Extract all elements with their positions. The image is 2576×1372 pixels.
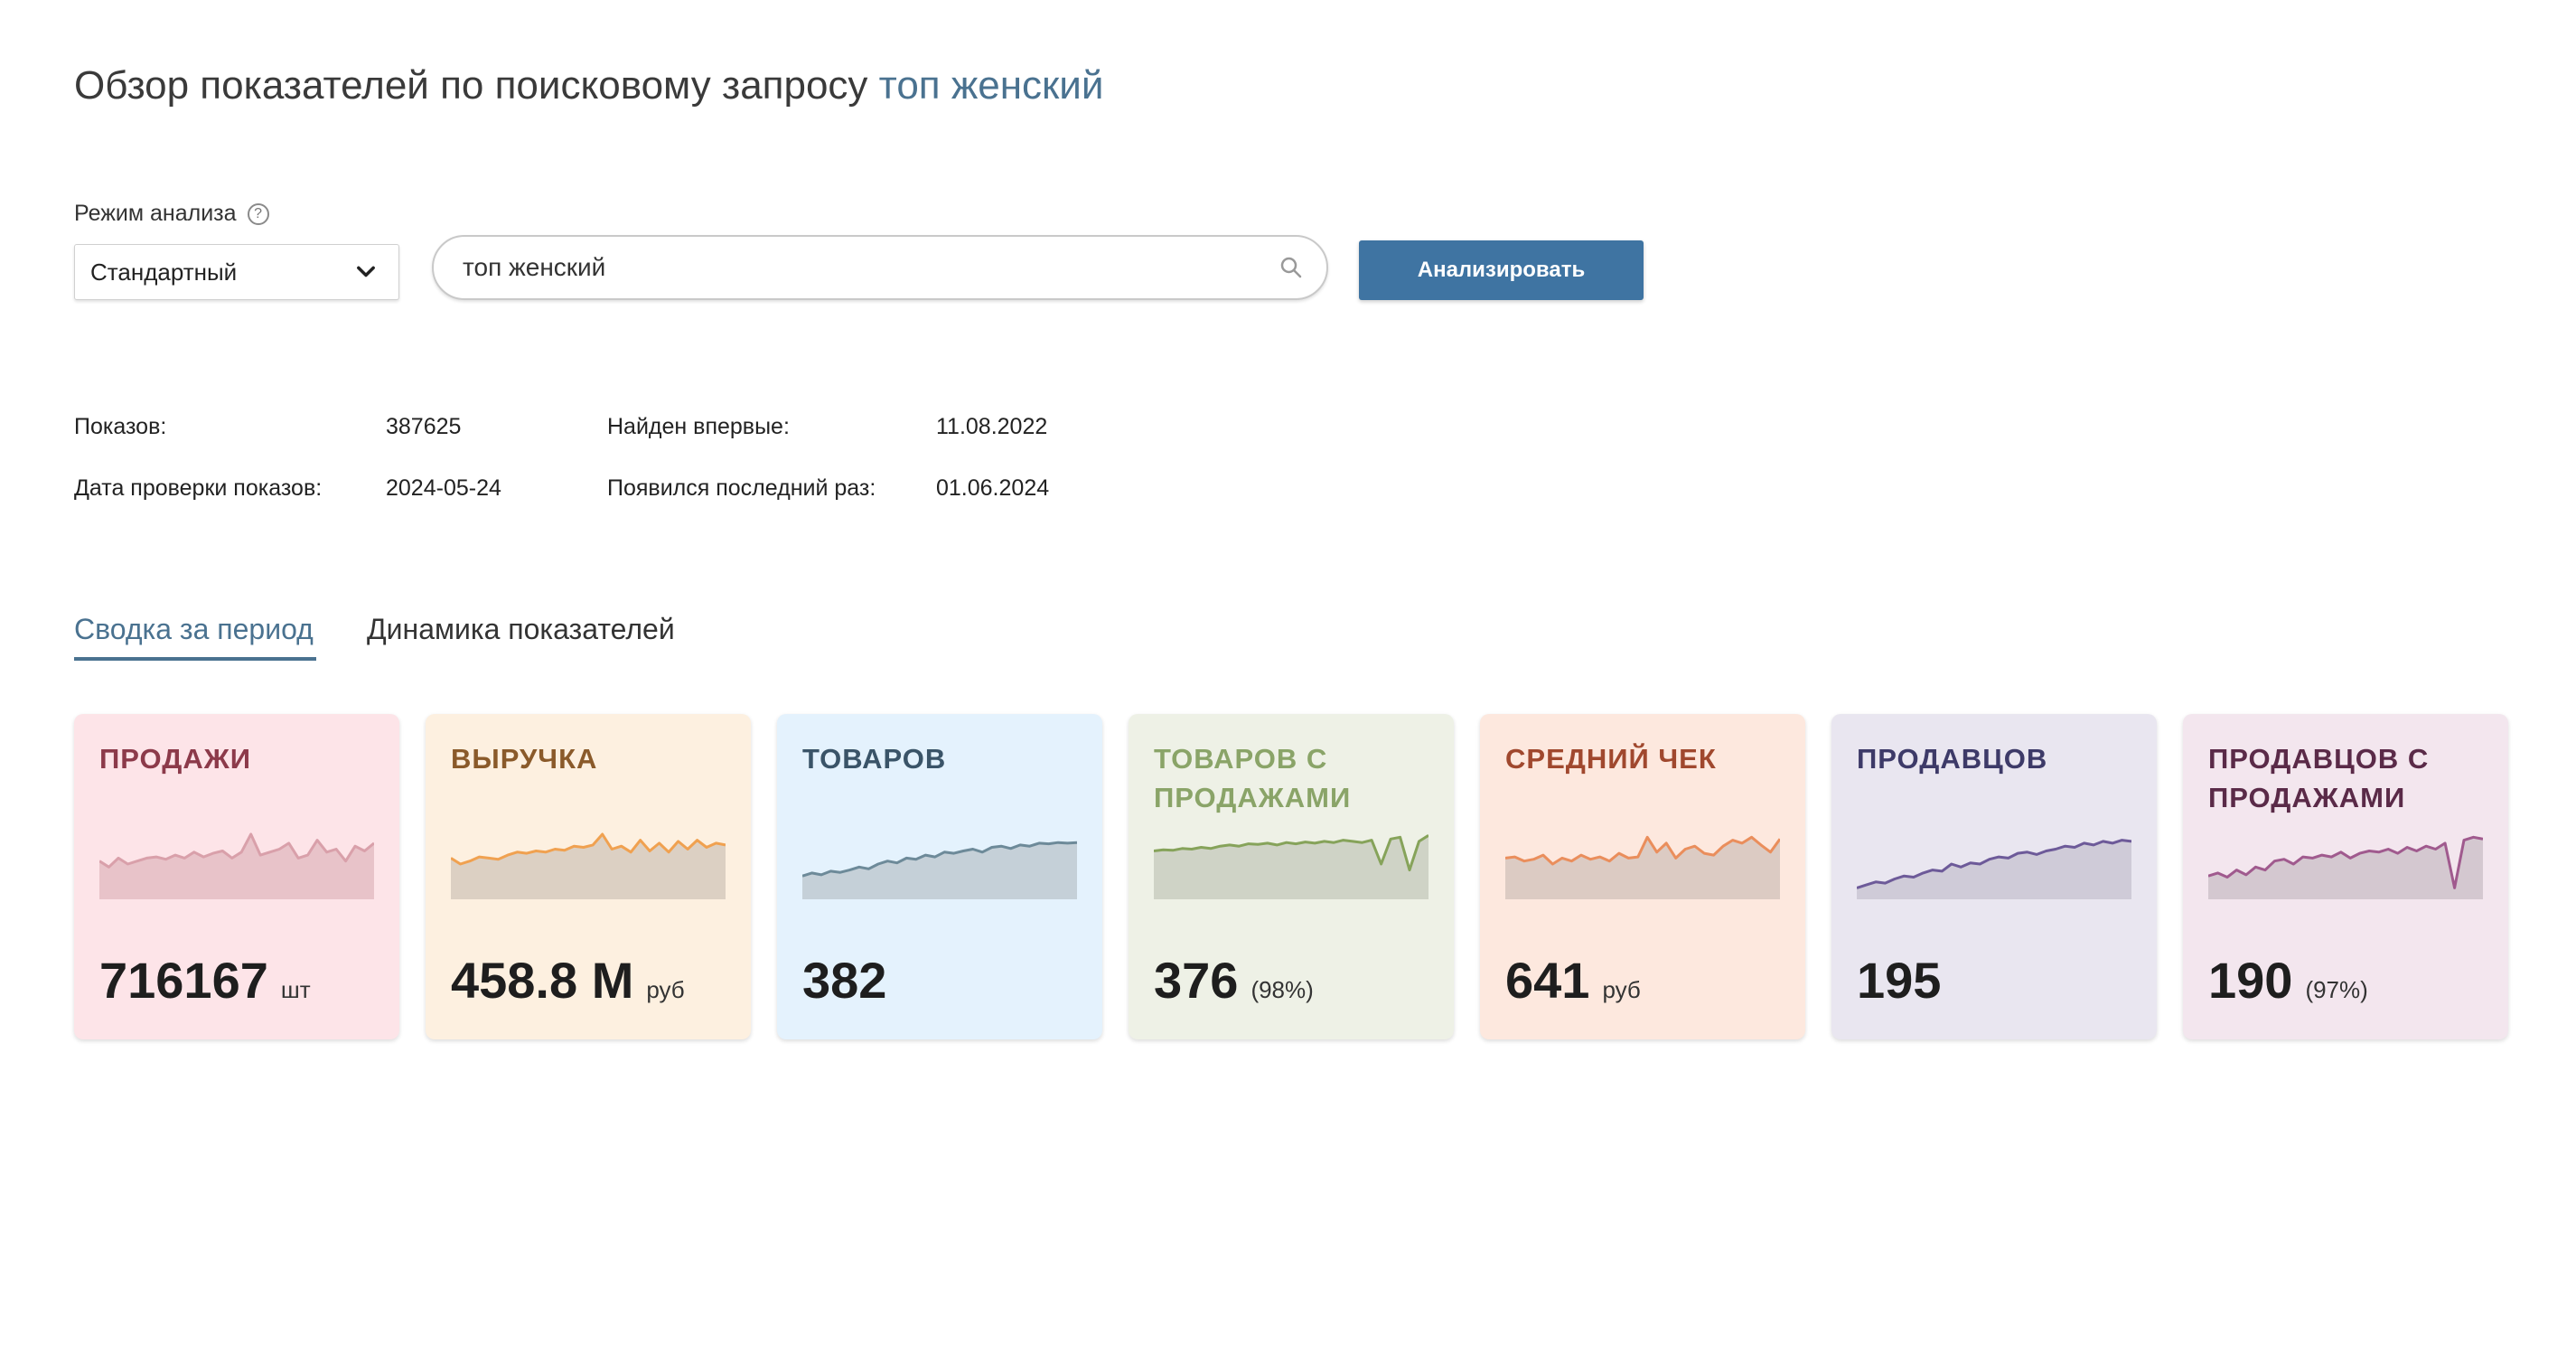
metric-card-title-line: ТОВАРОВ С xyxy=(1154,743,1328,775)
last-seen-value: 01.06.2024 xyxy=(936,475,1050,501)
search-box xyxy=(432,235,1328,300)
sparkline-area xyxy=(451,834,726,899)
metric-card-revenue: ВЫРУЧКА 458.8 М руб xyxy=(426,714,751,1039)
check-date-label: Дата проверки показов: xyxy=(74,475,323,501)
metric-card-value-row: 382 xyxy=(802,951,886,1010)
sparkline-line xyxy=(802,841,1077,878)
sparkline-area xyxy=(1505,837,1780,899)
metric-card-value-row: 458.8 М руб xyxy=(451,951,685,1010)
metric-card-unit: руб xyxy=(646,976,685,1003)
sparkline-line xyxy=(99,832,374,869)
metric-card-value: 458.8 М xyxy=(451,952,634,1009)
sparkline-chart xyxy=(802,841,1077,899)
metric-card-sales: ПРОДАЖИ 716167 шт xyxy=(74,714,399,1039)
search-input[interactable] xyxy=(461,252,1278,283)
metric-card-value: 376 xyxy=(1154,952,1239,1009)
metric-card-value: 382 xyxy=(802,952,887,1009)
metric-card-title-line: СРЕДНИЙ ЧЕК xyxy=(1505,743,1717,775)
metric-card-value: 716167 xyxy=(99,952,268,1009)
metric-card-value: 195 xyxy=(1857,952,1942,1009)
metric-card-products: ТОВАРОВ 382 xyxy=(777,714,1102,1039)
metric-card-sellers: ПРОДАВЦОВ 195 xyxy=(1831,714,2157,1039)
metric-card-title-line: ВЫРУЧКА xyxy=(451,743,598,775)
sparkline-line xyxy=(1857,839,2131,889)
metric-card-value-row: 641 руб xyxy=(1505,951,1641,1010)
metric-card-title: СРЕДНИЙ ЧЕК xyxy=(1505,739,1780,817)
sparkline-chart xyxy=(451,832,726,899)
sparkline-area xyxy=(1154,835,1429,899)
metric-card-value-row: 716167 шт xyxy=(99,951,311,1010)
metric-card-title-line: ПРОДАЖАМИ xyxy=(2208,782,2406,813)
sparkline-chart xyxy=(1505,835,1780,899)
tab-period-summary[interactable]: Сводка за период xyxy=(74,613,314,645)
tab-dynamics[interactable]: Динамика показателей xyxy=(367,613,675,645)
page-title: Обзор показателей по поисковому запросу … xyxy=(74,63,1103,108)
sparkline-area xyxy=(99,834,374,899)
metric-card-value-row: 376 (98%) xyxy=(1154,951,1314,1010)
metric-card-title: ВЫРУЧКА xyxy=(451,739,726,817)
sparkline-chart xyxy=(1154,834,1429,899)
metric-card-value-row: 195 xyxy=(1857,951,1941,1010)
analysis-mode-value: Стандартный xyxy=(90,258,238,286)
metric-card-sellers-with-sales: ПРОДАВЦОВ С ПРОДАЖАМИ 190 (97%) xyxy=(2183,714,2508,1039)
metric-card-title-line: ПРОДАВЦОВ С xyxy=(2208,743,2430,775)
metric-card-title: ТОВАРОВ xyxy=(802,739,1077,817)
sparkline-line xyxy=(451,832,726,866)
sparkline-area xyxy=(1857,840,2131,899)
metric-card-unit: руб xyxy=(1602,976,1641,1003)
chevron-down-icon xyxy=(357,266,375,277)
metric-card-title: ПРОДАВЦОВ xyxy=(1857,739,2131,817)
analyze-button[interactable]: Анализировать xyxy=(1359,240,1644,300)
page-title-query: топ женский xyxy=(878,63,1104,108)
metric-card-title: ПРОДАВЦОВ С ПРОДАЖАМИ xyxy=(2208,739,2483,817)
analysis-mode-select[interactable]: Стандартный xyxy=(74,244,399,300)
analysis-mode-label: Режим анализа ? xyxy=(74,201,269,227)
sparkline-area xyxy=(2208,837,2483,899)
metric-card-title-line: ПРОДАЖИ xyxy=(99,743,252,775)
active-tab-indicator xyxy=(74,657,316,661)
check-date-value: 2024-05-24 xyxy=(386,475,501,501)
help-icon[interactable]: ? xyxy=(247,202,269,225)
metric-card-avg-check: СРЕДНИЙ ЧЕК 641 руб xyxy=(1480,714,1805,1039)
search-icon[interactable] xyxy=(1278,254,1305,281)
sparkline-line xyxy=(2208,835,2483,889)
metric-card-unit: (97%) xyxy=(2305,976,2368,1003)
metric-card-products-with-sales: ТОВАРОВ С ПРОДАЖАМИ 376 (98%) xyxy=(1129,714,1454,1039)
metric-card-title: ПРОДАЖИ xyxy=(99,739,374,817)
sparkline-area xyxy=(802,842,1077,899)
metric-card-title: ТОВАРОВ С ПРОДАЖАМИ xyxy=(1154,739,1429,817)
metric-card-unit: шт xyxy=(280,976,311,1003)
first-found-label: Найден впервые: xyxy=(607,414,790,439)
metric-card-value: 190 xyxy=(2208,952,2293,1009)
metric-card-title-line: ПРОДАВЦОВ xyxy=(1857,743,2048,775)
first-found-value: 11.08.2022 xyxy=(936,414,1048,439)
metric-card-unit: (98%) xyxy=(1251,976,1314,1003)
metric-card-value-row: 190 (97%) xyxy=(2208,951,2368,1010)
sparkline-line xyxy=(1154,834,1429,872)
last-seen-label: Появился последний раз: xyxy=(607,475,876,501)
metric-card-value: 641 xyxy=(1505,952,1590,1009)
analysis-mode-label-text: Режим анализа xyxy=(74,201,237,226)
metric-card-title-line: ТОВАРОВ xyxy=(802,743,947,775)
sparkline-chart xyxy=(2208,835,2483,899)
impressions-label: Показов: xyxy=(74,414,167,439)
page-title-prefix: Обзор показателей по поисковому запросу xyxy=(74,63,868,108)
impressions-value: 387625 xyxy=(386,414,462,439)
metric-card-title-line: ПРОДАЖАМИ xyxy=(1154,782,1352,813)
sparkline-chart xyxy=(1857,839,2131,899)
sparkline-line xyxy=(1505,835,1780,866)
sparkline-chart xyxy=(99,832,374,899)
